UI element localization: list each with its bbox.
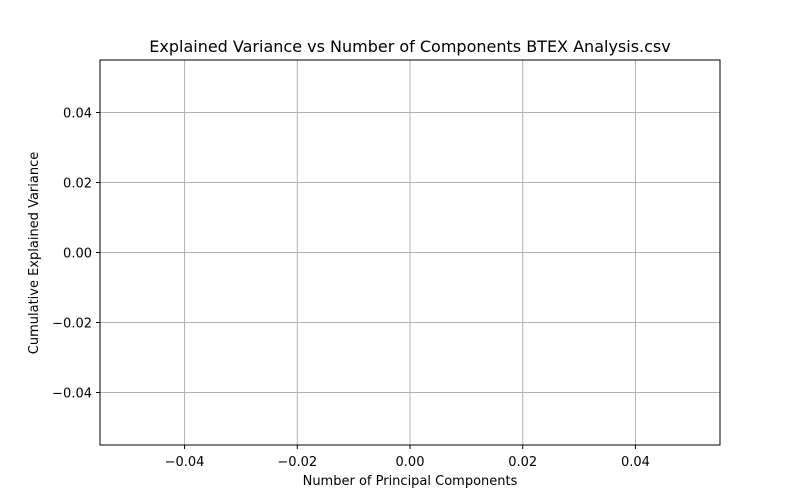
y-tick-label: 0.02 [63, 177, 92, 192]
x-tick-label: 0.04 [621, 455, 650, 470]
x-tick-label: 0.00 [396, 455, 425, 470]
y-tick-label: 0.04 [63, 107, 92, 122]
axis-ticks: −0.04 −0.02 0.00 0.02 0.04 −0.04 −0.02 0.00 0.02… [52, 107, 650, 471]
y-tick-label: −0.02 [52, 317, 92, 332]
x-axis-label: Number of Principal Components [303, 474, 518, 489]
y-axis-label: Cumulative Explained Variance [27, 152, 42, 354]
y-tick-label: 0.00 [63, 247, 92, 262]
grid-lines [100, 60, 720, 445]
chart-title: Explained Variance vs Number of Componen… [149, 37, 670, 56]
x-tick-label: −0.04 [165, 455, 205, 470]
y-tick-label: −0.04 [52, 387, 92, 402]
x-tick-label: −0.02 [277, 455, 317, 470]
x-tick-label: 0.02 [508, 455, 537, 470]
